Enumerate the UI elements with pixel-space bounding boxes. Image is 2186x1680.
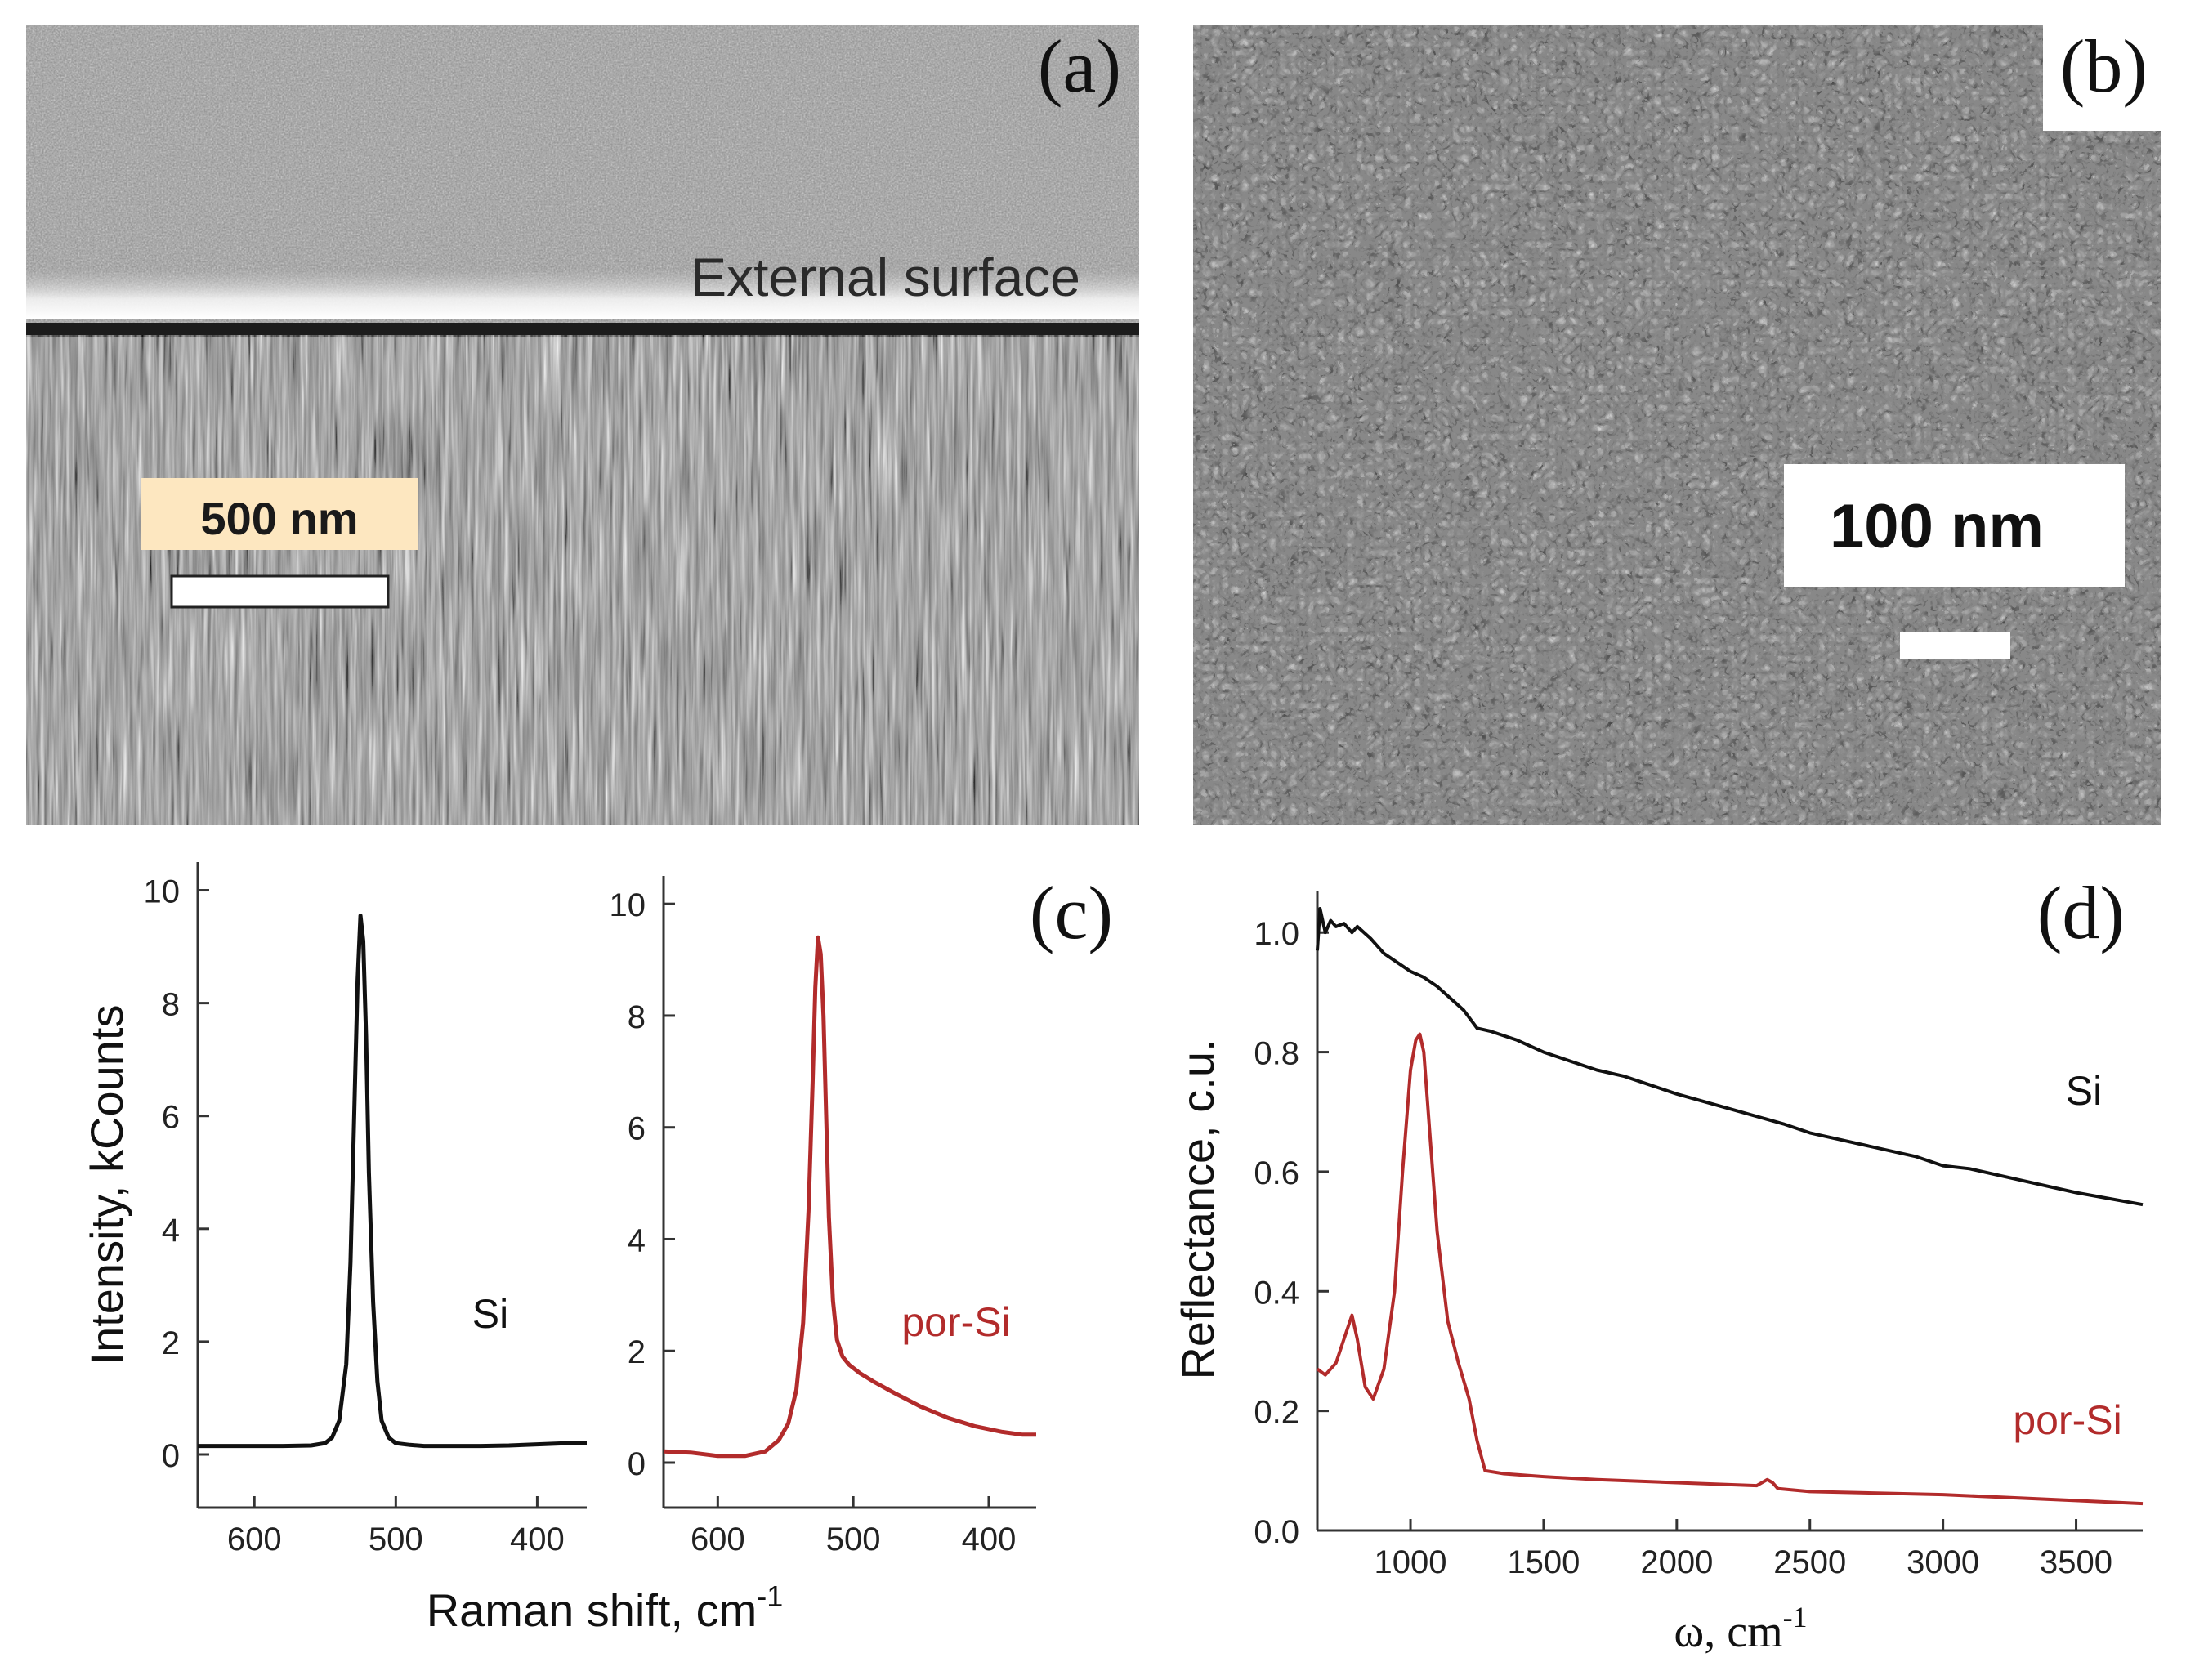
raman-porsi-legend-label: por-Si [901,1299,1010,1345]
raman-si-x-tick-label: 600 [227,1521,282,1557]
raman-si-plot: 0 2 4 6 8 10 600 500 400 Si [144,862,587,1557]
reflectance-x-tick-label: 2500 [1773,1544,1846,1580]
sem-interface-line [26,323,1139,337]
raman-porsi-x-tick-label: 500 [826,1521,881,1557]
raman-porsi-y-tick-label: 8 [628,999,646,1035]
sem-surface-edge [26,270,1139,319]
raman-porsi-y-tick-label: 6 [628,1111,646,1147]
raman-si-series-line [198,914,587,1449]
panel-b-label-box [2043,25,2161,131]
raman-porsi-y-tick-label: 0 [628,1446,646,1482]
reflectance-y-tick-label: 0.0 [1254,1514,1299,1550]
reflectance-y-tick-label: 0.2 [1254,1395,1299,1431]
scale-bar-b-label: 100 nm [1830,492,2044,561]
sem-image-b-pores [1193,25,2161,825]
raman-porsi-y-tick-label: 4 [628,1222,646,1258]
reflectance-porsi-series-line [1316,1032,2144,1506]
raman-porsi-x-tick-label: 600 [691,1521,745,1557]
raman-porsi-x-tick-label: 400 [962,1521,1017,1557]
raman-si-y-tick-label: 6 [162,1100,180,1136]
raman-si-y-tick-label: 4 [162,1213,180,1249]
reflectance-y-tick-label: 1.0 [1254,916,1299,952]
reflectance-si-legend-label: Si [2066,1068,2102,1114]
raman-porsi-y-tick-label: 2 [628,1334,646,1370]
raman-porsi-plot: 0 2 4 6 8 10 600 500 400 por-Si [610,876,1036,1557]
scale-bar-b-label-box [1784,464,2125,587]
panel-b-label: (b) [2060,25,2148,108]
scale-bar-a-label: 500 nm [201,493,359,544]
panel-b: (b) 100 nm [1193,25,2161,825]
reflectance-x-tick-label: 1500 [1507,1544,1580,1580]
raman-si-y-tick-label: 8 [162,987,180,1023]
panel-d-label: (d) [2037,871,2125,954]
reflectance-x-tick-label: 3500 [2040,1544,2112,1580]
scale-bar-a-label-box [141,478,418,550]
raman-x-axis-label: Raman shift, cm-1 [427,1579,784,1636]
raman-si-y-tick-label: 10 [144,874,181,910]
reflectance-x-tick-label: 1000 [1375,1544,1447,1580]
raman-y-axis-label: Intensity, kCounts [81,1005,132,1365]
reflectance-y-tick-label: 0.8 [1254,1036,1299,1072]
scale-bar-a [170,574,390,609]
reflectance-porsi-legend-label: por-Si [2013,1397,2121,1443]
scale-bar-b [1900,632,2010,659]
reflectance-si-series-line [1316,907,2144,1207]
raman-si-legend-label: Si [472,1291,508,1337]
raman-si-x-tick-label: 500 [369,1521,423,1557]
raman-si-y-tick-label: 0 [162,1438,180,1474]
panel-d: (d) 0.0 0.2 0.4 0.6 0.8 1.0 1000 1500 2000 2500 30… [1172,871,2144,1657]
raman-porsi-series-line [663,935,1036,1459]
panel-c: (c) 0 2 4 6 8 10 600 500 400 Si 0 2 4 6 8 10 600 500 400… [81,862,1113,1636]
reflectance-x-tick-label: 2000 [1640,1544,1713,1580]
reflectance-x-tick-label: 3000 [1907,1544,1979,1580]
reflectance-y-tick-label: 0.6 [1254,1155,1299,1191]
raman-porsi-y-tick-label: 10 [610,887,646,923]
reflectance-plot: 0.0 0.2 0.4 0.6 0.8 1.0 1000 1500 2000 2500 3000 35… [1254,891,2144,1580]
panel-c-label: (c) [1030,871,1113,954]
panel-a-label: (a) [1038,25,1121,108]
raman-si-y-tick-label: 2 [162,1325,180,1361]
external-surface-label: External surface [691,247,1080,307]
reflectance-y-tick-label: 0.4 [1254,1275,1299,1311]
reflectance-y-axis-label: Reflectance, c.u. [1172,1039,1223,1379]
panel-a: (a) External surface 500 nm [26,25,1139,825]
raman-si-x-tick-label: 400 [510,1521,565,1557]
reflectance-x-axis-label: ω, cm-1 [1674,1601,1807,1657]
